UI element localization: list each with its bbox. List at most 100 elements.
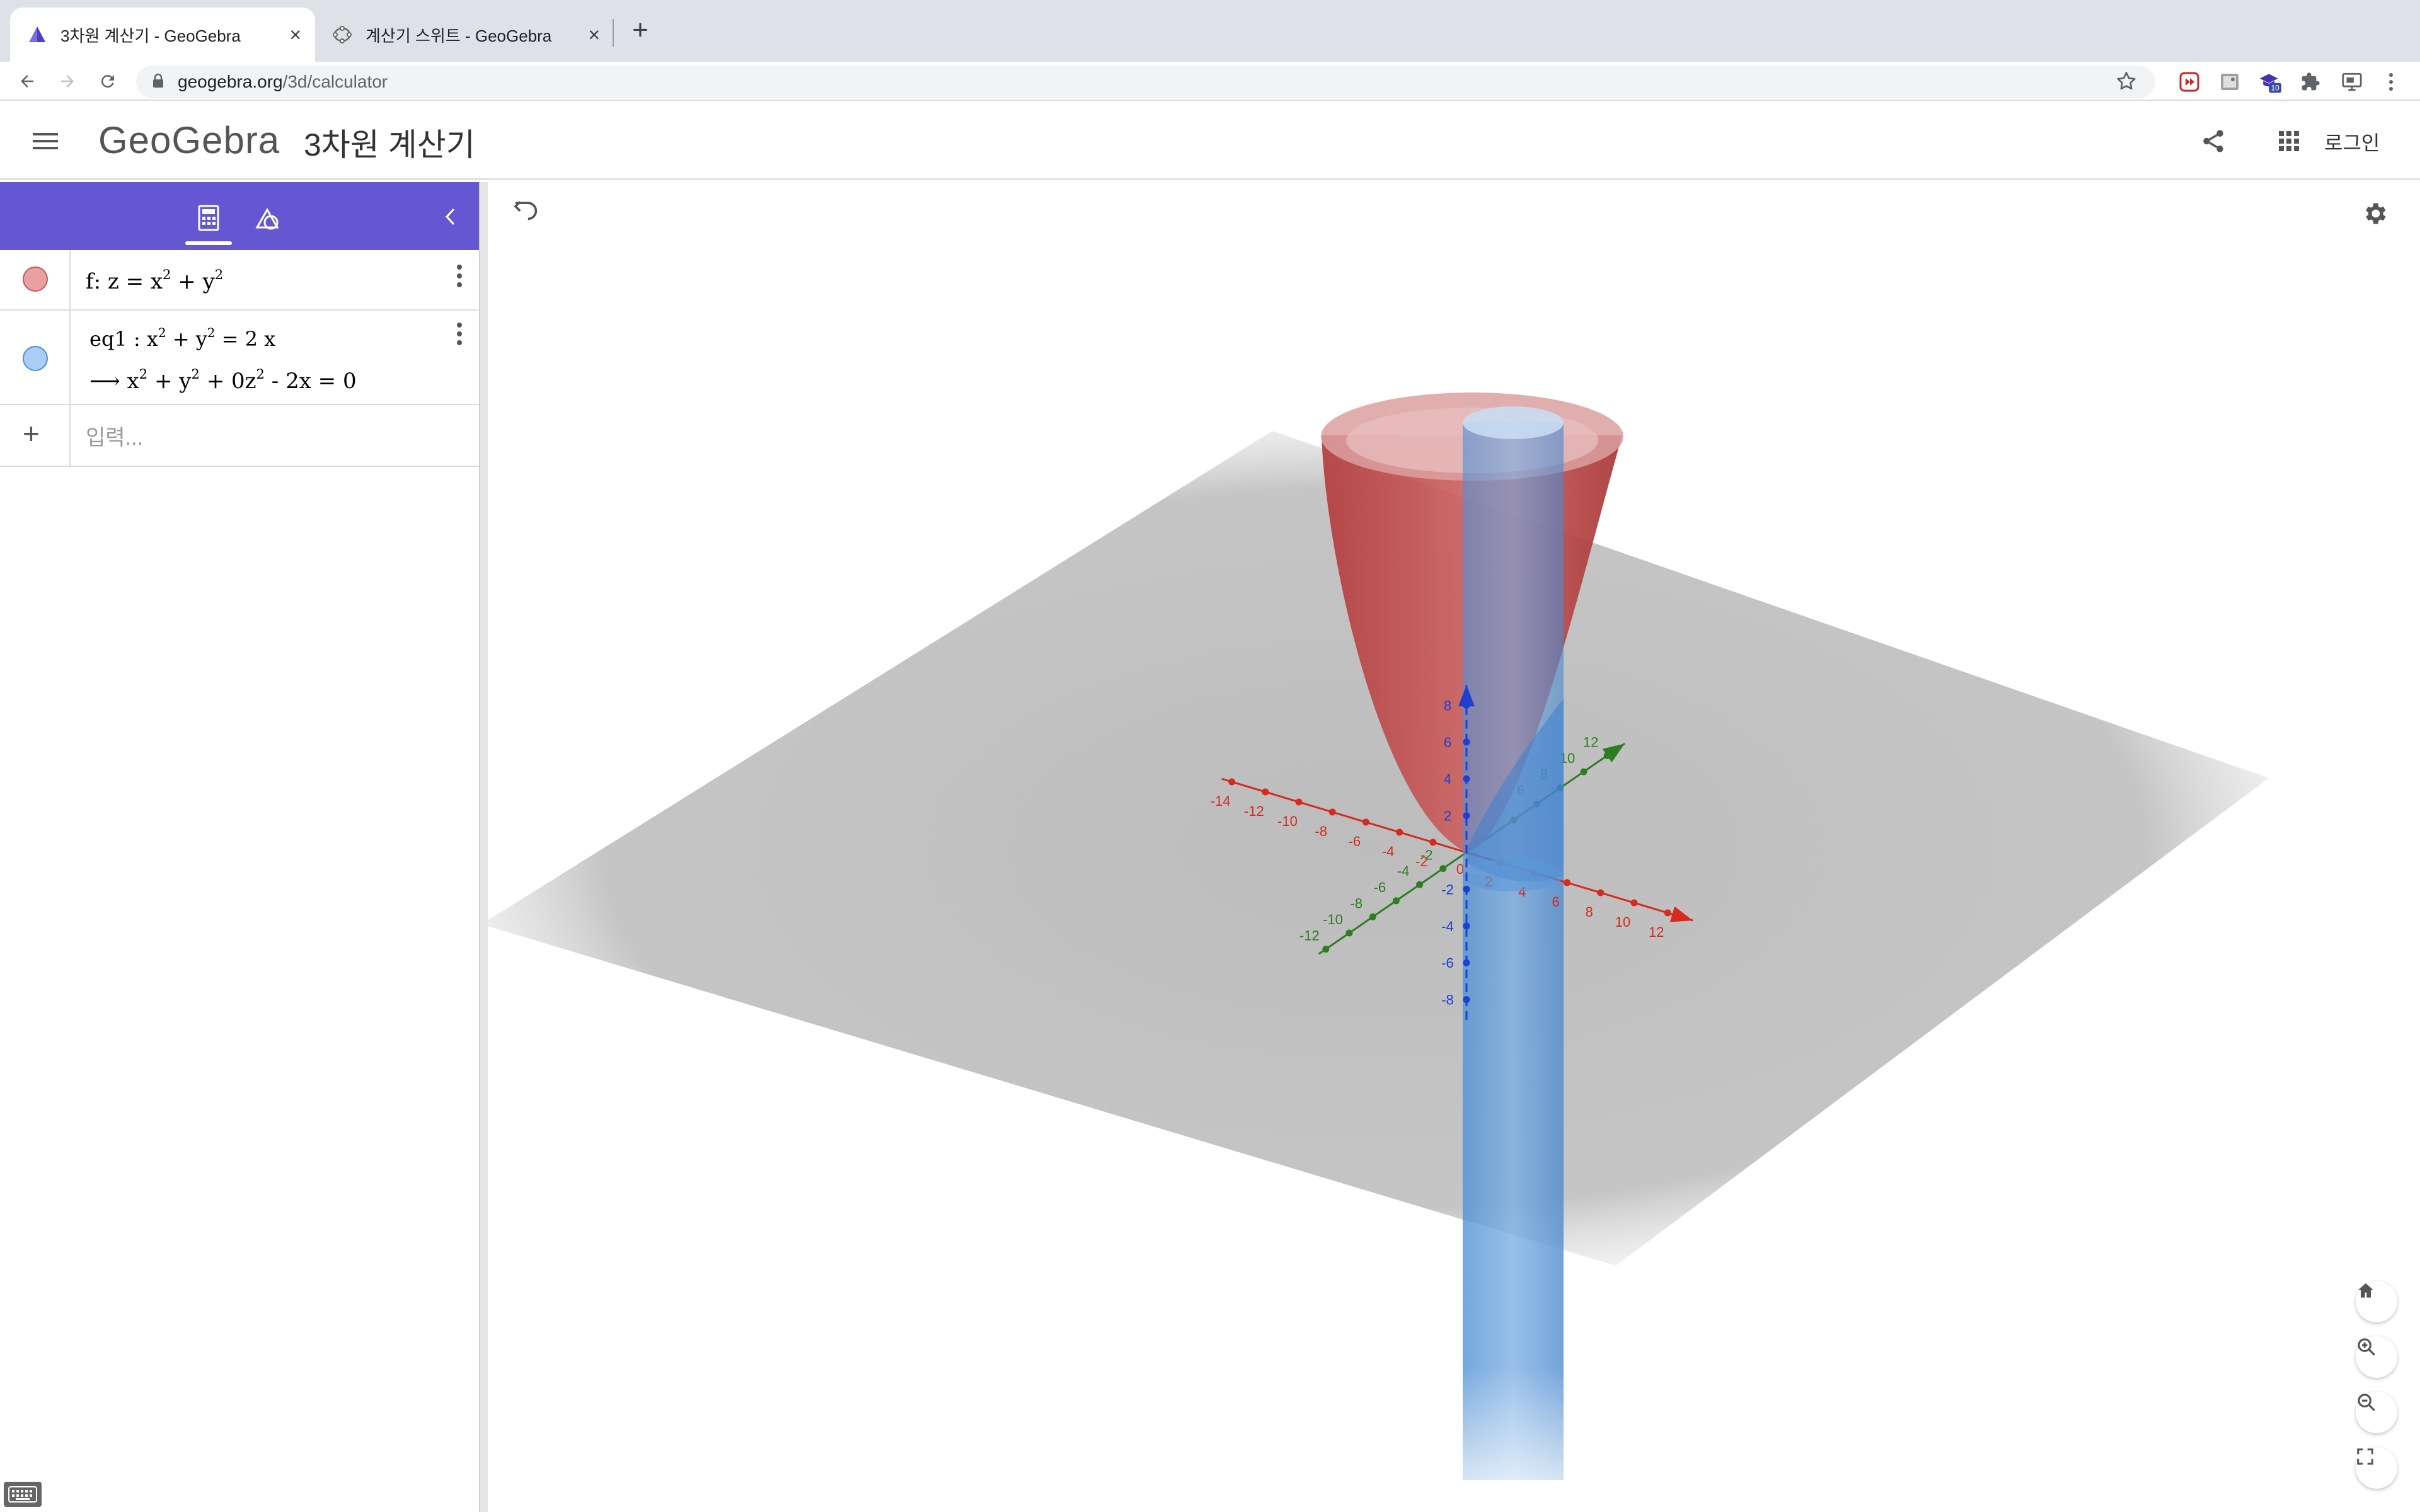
back-button[interactable] xyxy=(11,66,43,97)
undo-icon xyxy=(514,201,538,220)
cast-screen-icon[interactable] xyxy=(2341,71,2363,93)
home-icon xyxy=(2358,1283,2373,1298)
x-axis-tick-label: 10 xyxy=(1615,914,1630,930)
app-header: GeoGebra 3차원 계산기 로그인 xyxy=(0,101,2420,180)
zoom-out-icon xyxy=(2358,1394,2375,1411)
arrow-left-icon xyxy=(21,75,33,88)
zoom-in-button[interactable] xyxy=(2356,1336,2397,1378)
tab-tools[interactable] xyxy=(246,196,290,240)
forward-button[interactable] xyxy=(52,66,83,97)
origin-label: 0 xyxy=(1456,861,1464,877)
share-button[interactable] xyxy=(2196,123,2231,159)
keyboard-button[interactable] xyxy=(4,1482,42,1507)
z-axis-tick-mark xyxy=(1463,701,1470,709)
algebra-item-eq1[interactable]: eq1 : x2 + y2 = 2 x ⟶ x2 + y2 + 0z2 - 2x… xyxy=(0,311,479,405)
geogebra-logo[interactable]: GeoGebra xyxy=(98,119,280,161)
x-axis: -14-12-10-8-6-4-2246810120 xyxy=(1211,777,1693,940)
3d-scene[interactable]: -14-12-10-8-6-4-2246810120 -12-10-8-6-4-… xyxy=(488,182,2420,1512)
y-axis-tick-mark xyxy=(1345,929,1353,937)
x-axis-tick-mark xyxy=(1228,778,1236,786)
visibility-toggle-f[interactable] xyxy=(23,266,48,292)
z-axis-tick-mark xyxy=(1463,959,1470,966)
extension-graduation-icon[interactable]: 10 xyxy=(2259,71,2281,93)
x-axis-tick-mark xyxy=(1597,889,1605,896)
add-item-icon[interactable]: + xyxy=(23,417,40,450)
formula-f[interactable]: f: z = x2 + y2 xyxy=(86,266,224,294)
z-axis-tick-mark xyxy=(1463,996,1470,1004)
tools-shapes-icon xyxy=(255,207,279,230)
browser-tab-strip: 3차원 계산기 - GeoGebra × 계산기 스위트 - GeoGebra … xyxy=(0,0,2420,62)
y-axis-tick-mark xyxy=(1392,897,1400,905)
graphics-settings-button[interactable] xyxy=(2361,200,2399,238)
marble-column xyxy=(0,311,71,404)
y-axis-tick-label: -10 xyxy=(1323,912,1343,927)
xy-plane xyxy=(488,431,2269,1266)
collapse-panel-button[interactable] xyxy=(435,201,466,232)
hamburger-icon xyxy=(33,133,58,149)
x-axis-tick-mark xyxy=(1664,909,1671,917)
more-vert-icon xyxy=(457,265,462,287)
y-axis-tick-mark xyxy=(1580,768,1587,776)
gear-icon xyxy=(2366,203,2386,224)
algebra-input-row[interactable]: + 입력... xyxy=(0,405,479,467)
undo-button[interactable] xyxy=(513,198,551,236)
main-menu-button[interactable] xyxy=(28,123,63,159)
x-axis-tick-mark xyxy=(1564,879,1571,886)
algebra-input[interactable]: 입력... xyxy=(86,426,143,450)
x-axis-tick-mark xyxy=(1429,839,1437,846)
geogebra-favicon-icon xyxy=(331,24,353,45)
z-axis-overlay: 8 6 4 2 -2 -4 -6 -8 xyxy=(1441,685,1475,1020)
arrow-right-icon xyxy=(61,75,74,88)
zoom-out-button[interactable] xyxy=(2356,1392,2397,1433)
tab-calculator-suite[interactable]: 계산기 스위트 - GeoGebra × xyxy=(315,8,614,62)
y-axis-tick-mark xyxy=(1439,865,1447,873)
x-axis-tick-mark xyxy=(1328,808,1336,816)
reload-button[interactable] xyxy=(92,66,124,97)
formula-eq1[interactable]: eq1 : x2 + y2 = 2 x xyxy=(89,326,276,351)
panel-resize-handle[interactable] xyxy=(479,182,488,1512)
login-button[interactable]: 로그인 xyxy=(2324,132,2380,154)
z-axis-tick-mark xyxy=(1463,775,1470,782)
tab-3d-calculator[interactable]: 3차원 계산기 - GeoGebra × xyxy=(10,8,315,62)
graphics-3d-view[interactable]: -14-12-10-8-6-4-2246810120 -12-10-8-6-4-… xyxy=(488,182,2420,1512)
calculator-icon xyxy=(198,205,219,231)
algebra-panel: f: z = x2 + y2 eq1 : x2 + y2 = 2 x ⟶ x2 … xyxy=(0,182,479,1512)
marble-column xyxy=(0,250,71,309)
algebra-item-f[interactable]: f: z = x2 + y2 xyxy=(0,250,479,311)
apps-button[interactable] xyxy=(2271,123,2307,159)
bookmark-star-icon[interactable] xyxy=(2115,70,2138,96)
y-axis-tick-mark xyxy=(1603,752,1611,759)
x-axis-tick-label: 12 xyxy=(1649,924,1664,940)
extension-red-icon[interactable] xyxy=(2178,71,2201,93)
x-axis-tick-label: -4 xyxy=(1382,844,1395,859)
item-options-button[interactable] xyxy=(450,260,469,292)
z-axis-arrow xyxy=(1458,685,1475,707)
fullscreen-icon xyxy=(2357,1448,2373,1465)
marble-column: + xyxy=(0,405,71,466)
tab-algebra[interactable] xyxy=(185,196,232,245)
extension-image-icon[interactable] xyxy=(2218,71,2241,93)
apps-grid-icon xyxy=(2279,131,2299,151)
visibility-toggle-eq1[interactable] xyxy=(23,346,48,371)
url-text: geogebra.org/3d/calculator xyxy=(178,72,388,91)
keyboard-icon xyxy=(8,1486,37,1503)
extensions-puzzle-icon[interactable] xyxy=(2299,71,2322,93)
z-axis-tick-mark xyxy=(1463,885,1470,893)
fullscreen-button[interactable] xyxy=(2356,1447,2397,1489)
svg-text:10: 10 xyxy=(2271,84,2280,93)
item-options-button[interactable] xyxy=(450,318,469,350)
address-bar[interactable]: geogebra.org/3d/calculator xyxy=(136,66,2155,98)
z-axis-tick-label: 2 xyxy=(1444,808,1451,824)
share-icon xyxy=(2203,130,2223,152)
x-axis-tick-label: -2 xyxy=(1415,854,1428,869)
close-tab-icon[interactable]: × xyxy=(289,23,301,46)
new-tab-button[interactable]: + xyxy=(632,14,648,45)
standard-view-button[interactable] xyxy=(2356,1281,2397,1322)
z-axis-tick-mark xyxy=(1463,812,1470,820)
close-tab-icon[interactable]: × xyxy=(588,23,600,46)
y-axis-tick-label: -2 xyxy=(1420,847,1433,863)
x-axis-tick-mark xyxy=(1630,899,1638,907)
tab-title: 계산기 스위트 - GeoGebra xyxy=(366,26,552,45)
browser-menu-icon[interactable] xyxy=(2380,71,2402,93)
x-axis-tick-mark xyxy=(1362,818,1369,826)
